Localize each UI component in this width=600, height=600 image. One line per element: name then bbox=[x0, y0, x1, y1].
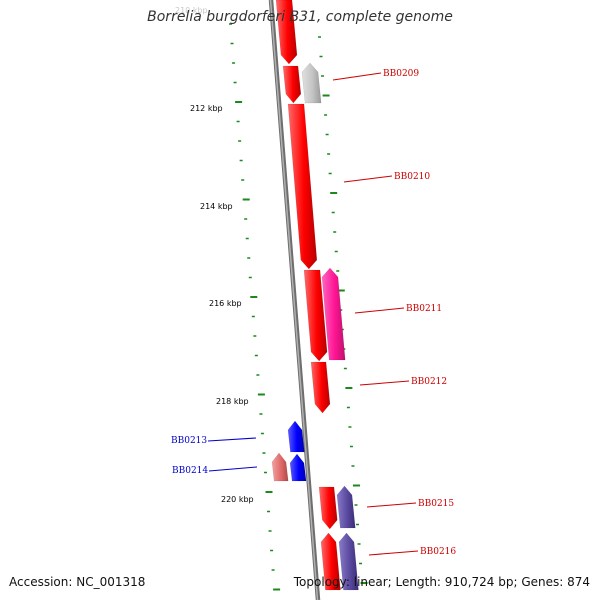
gene-label-bb0209[interactable]: BB0209 bbox=[383, 69, 419, 79]
gene-arrow-bb0211-product[interactable] bbox=[321, 267, 346, 361]
kbp-label-top: 210 kbp bbox=[175, 6, 208, 15]
gene-label-bb0212[interactable]: BB0212 bbox=[411, 377, 447, 387]
kbp-label: 216 kbp bbox=[209, 299, 242, 308]
gene-arrow-bb0216[interactable] bbox=[320, 532, 341, 591]
leader-line bbox=[207, 437, 257, 442]
kbp-label: 212 kbp bbox=[190, 104, 223, 113]
gene-features bbox=[271, 0, 359, 591]
kbp-label: 218 kbp bbox=[216, 397, 249, 406]
gene-arrow-top[interactable] bbox=[275, 0, 298, 65]
genome-backbone bbox=[268, 0, 321, 600]
gene-arrow-bb0214[interactable] bbox=[289, 453, 307, 482]
leader-line bbox=[368, 550, 419, 556]
gene-label-bb0214[interactable]: BB0214 bbox=[172, 466, 208, 476]
gene-label-bb0210[interactable]: BB0210 bbox=[394, 172, 430, 182]
kbp-label: 220 kbp bbox=[221, 495, 254, 504]
gene-arrow-bb0215[interactable] bbox=[318, 486, 338, 530]
gene-label-bb0215[interactable]: BB0215 bbox=[418, 499, 454, 509]
genome-summary-text: Topology: linear; Length: 910,724 bp; Ge… bbox=[293, 575, 590, 589]
gene-arrow-bb0209[interactable] bbox=[282, 65, 302, 104]
gene-arrow-bb0209-product[interactable] bbox=[301, 62, 322, 104]
ruler-labels: 210 kbp 212 kbp 214 kbp 216 kbp 218 kbp … bbox=[175, 6, 254, 504]
gene-arrow-bb0215-product[interactable] bbox=[336, 485, 356, 529]
map-title: Borrelia burgdorferi B31, complete genom… bbox=[147, 9, 453, 25]
gene-arrow-bb0211[interactable] bbox=[303, 269, 328, 362]
gene-arrow-bb0213[interactable] bbox=[287, 420, 305, 453]
gene-arrow-bb0212[interactable] bbox=[310, 361, 331, 414]
gene-labels: BB0209 BB0210 BB0211 BB0212 BB0213 BB021… bbox=[171, 69, 456, 557]
leader-line bbox=[359, 380, 410, 386]
kbp-label: 214 kbp bbox=[200, 202, 233, 211]
gene-arrow-bb0216-product[interactable] bbox=[338, 532, 359, 591]
accession-text: Accession: NC_001318 bbox=[9, 575, 146, 589]
gene-label-bb0213[interactable]: BB0213 bbox=[171, 436, 207, 446]
leader-line bbox=[343, 175, 393, 183]
gene-label-bb0211[interactable]: BB0211 bbox=[406, 304, 442, 314]
gene-arrow-bb0210[interactable] bbox=[287, 103, 318, 270]
leader-line bbox=[332, 72, 382, 81]
leader-line bbox=[208, 466, 258, 472]
gene-arrow-bb0214-product[interactable] bbox=[271, 452, 289, 482]
leader-line bbox=[354, 307, 405, 314]
gene-label-bb0216[interactable]: BB0216 bbox=[420, 547, 456, 557]
leader-line bbox=[366, 502, 417, 508]
ruler-ticks bbox=[229, 23, 368, 591]
